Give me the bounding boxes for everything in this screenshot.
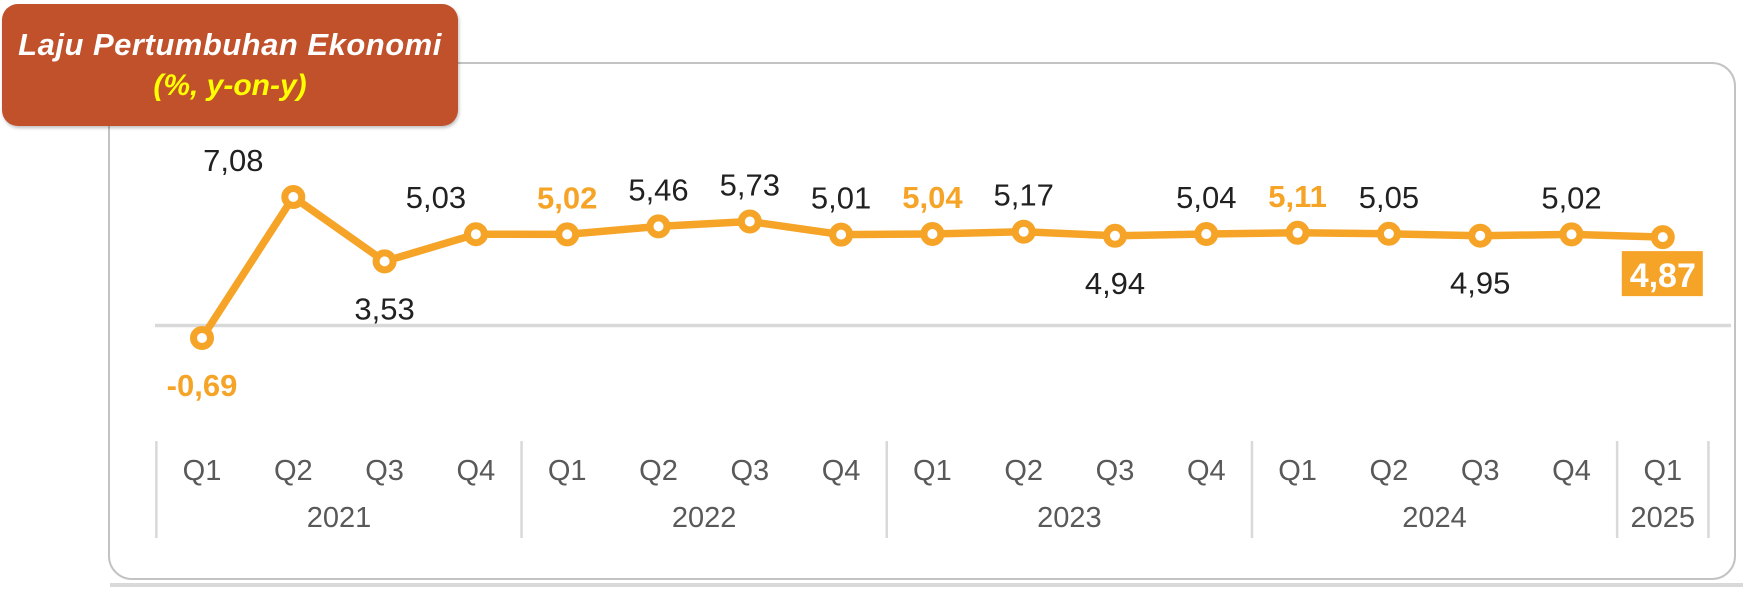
- x-axis-quarter-label: Q2: [274, 455, 313, 487]
- x-axis-quarter-label: Q3: [1096, 455, 1135, 487]
- data-point-marker: [372, 249, 397, 274]
- data-point-label: 5,73: [720, 168, 780, 203]
- x-axis-quarter-label: Q3: [365, 455, 404, 487]
- data-point-marker: [1194, 222, 1219, 246]
- data-point-label: 5,01: [811, 181, 871, 216]
- latest-value-badge: [1621, 251, 1703, 297]
- data-point-label: 5,02: [537, 180, 597, 215]
- x-axis-quarter-label: Q3: [730, 455, 769, 487]
- data-point-marker: [463, 222, 488, 247]
- data-point-label: -0,69: [167, 368, 238, 403]
- x-axis-year-label: 2025: [1631, 502, 1696, 534]
- data-point-label: 7,08: [203, 143, 263, 178]
- data-point-label: 4,95: [1450, 266, 1510, 301]
- data-point-label: 3,53: [354, 291, 414, 326]
- data-point-marker: [1103, 223, 1127, 248]
- chart-card: [108, 62, 1736, 580]
- data-point-label: 4,94: [1085, 266, 1145, 301]
- data-point-label: 5,04: [902, 180, 963, 215]
- data-point-marker: [646, 214, 671, 239]
- data-point-marker: [1376, 221, 1401, 246]
- data-point-marker: [555, 222, 580, 247]
- x-axis-quarter-label: Q4: [457, 455, 496, 487]
- x-axis-quarter-label: Q1: [548, 455, 587, 487]
- data-point-marker: [190, 326, 214, 350]
- x-axis-quarter-label: Q2: [639, 455, 678, 487]
- x-axis-quarter-label: Q4: [1187, 455, 1226, 487]
- x-axis-quarter-label: Q4: [1552, 455, 1591, 487]
- chart-title-banner: Laju Pertumbuhan Ekonomi (%, y-on-y): [2, 4, 458, 126]
- data-point-label: 5,05: [1359, 180, 1419, 215]
- growth-line: [198, 193, 1667, 342]
- data-point-marker: [1285, 220, 1310, 245]
- data-point-marker: [1468, 223, 1493, 248]
- x-axis-quarter-label: Q4: [822, 455, 861, 487]
- data-point-marker: [1011, 219, 1036, 244]
- data-point-label: 5,02: [1541, 180, 1601, 215]
- x-axis-quarter-label: Q1: [1643, 455, 1682, 487]
- bottom-divider: [110, 583, 1743, 587]
- x-axis-quarter-label: Q1: [1278, 455, 1317, 487]
- data-point-marker: [1559, 222, 1584, 247]
- x-axis-quarter-label: Q1: [183, 455, 222, 487]
- data-point-label: 5,46: [628, 172, 688, 207]
- data-point-marker: [737, 209, 762, 234]
- chart-title-text: Laju Pertumbuhan Ekonomi: [18, 27, 442, 62]
- x-axis-quarter-label: Q1: [913, 455, 952, 487]
- data-point-label: 5,17: [994, 178, 1054, 213]
- data-point-label: 5,03: [406, 180, 466, 215]
- data-point-marker: [281, 185, 306, 209]
- x-axis-year-label: 2023: [1037, 502, 1102, 534]
- x-axis-year-label: 2021: [307, 502, 372, 534]
- data-point-marker: [920, 222, 945, 246]
- data-point-label: 5,04: [1176, 180, 1236, 215]
- latest-value-badge-label: 4,87: [1630, 257, 1696, 295]
- data-point-marker: [1650, 225, 1675, 250]
- chart-title-unit: (%, y-on-y): [153, 69, 307, 102]
- x-axis-year-label: 2024: [1402, 502, 1467, 534]
- data-point-label: 5,11: [1268, 179, 1327, 214]
- x-axis-year-label: 2022: [672, 502, 737, 534]
- x-axis-quarter-label: Q2: [1004, 455, 1043, 487]
- x-axis-quarter-label: Q3: [1461, 455, 1500, 487]
- x-axis-quarter-label: Q2: [1370, 455, 1409, 487]
- data-point-marker: [829, 222, 854, 247]
